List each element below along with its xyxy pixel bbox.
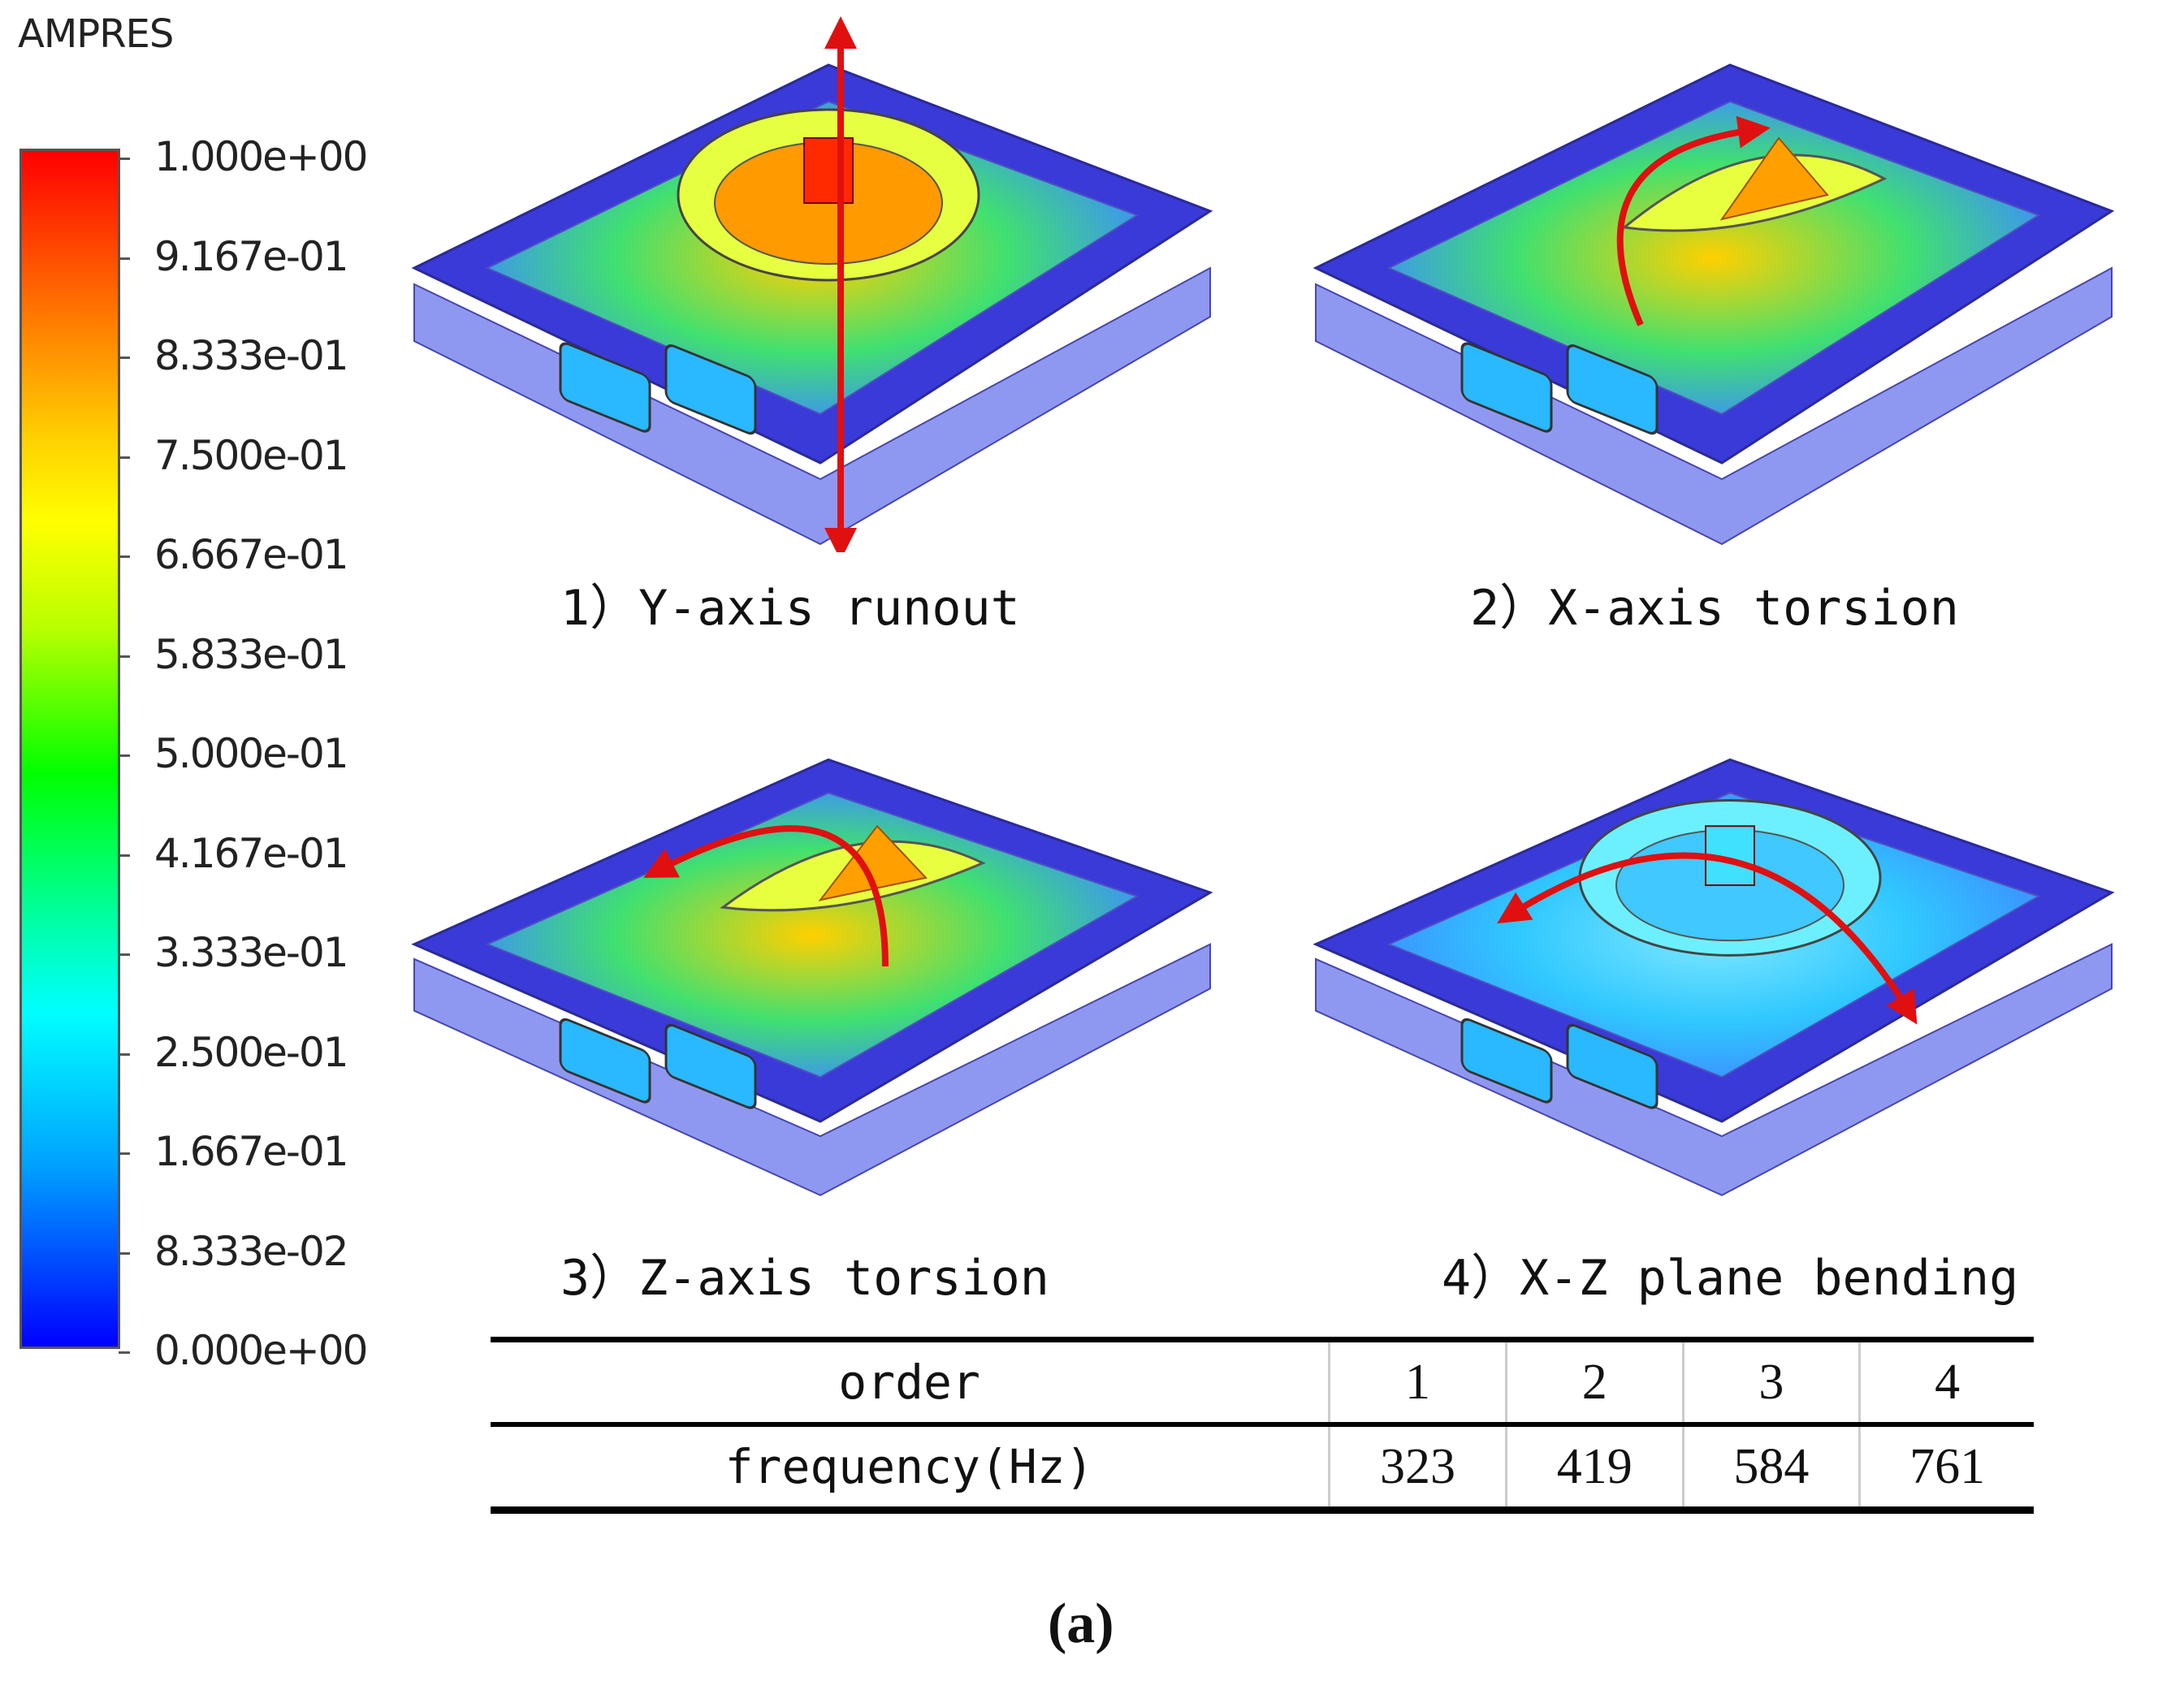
legend-tick-label: 3.333e-01 bbox=[154, 929, 349, 976]
legend-tick-label: 0.000e+00 bbox=[154, 1327, 368, 1374]
table-cell: 584 bbox=[1681, 1424, 1860, 1514]
legend-tick-label: 8.333e-02 bbox=[154, 1227, 349, 1275]
window-opening bbox=[1566, 1023, 1659, 1109]
legend-tick-label: 2.500e-01 bbox=[154, 1028, 349, 1076]
panel-x-axis-torsion bbox=[1291, 16, 2177, 552]
table-cell: order bbox=[491, 1337, 1330, 1427]
table-cell: 2 bbox=[1504, 1337, 1684, 1427]
legend-tick-mark bbox=[119, 953, 130, 956]
window-opening bbox=[1566, 344, 1659, 435]
legend-tick-label: 5.000e-01 bbox=[154, 730, 349, 777]
legend-tick-label: 4.167e-01 bbox=[154, 829, 349, 877]
legend-tick-label: 8.333e-01 bbox=[154, 332, 349, 379]
legend-tick-label: 1.000e+00 bbox=[154, 133, 368, 180]
window-opening bbox=[559, 1018, 651, 1104]
panel-y-axis-runout bbox=[390, 16, 1291, 552]
legend-tick-mark bbox=[119, 555, 130, 558]
legend-tick-mark bbox=[119, 854, 130, 857]
hub-core bbox=[1719, 136, 1829, 221]
table-cell: 1 bbox=[1328, 1337, 1507, 1427]
panel-z-axis-torsion bbox=[390, 715, 1291, 1202]
table-row: frequency(Hz) 323 419 584 761 bbox=[491, 1424, 2034, 1514]
table-cell: 4 bbox=[1858, 1337, 2034, 1427]
legend-tick-mark bbox=[119, 257, 130, 260]
window-opening bbox=[1460, 342, 1553, 433]
frequency-table: order 1 2 3 4 frequency(Hz) 323 419 584 … bbox=[491, 1337, 2034, 1514]
legend-tick-mark bbox=[119, 1351, 130, 1354]
legend-tick-mark bbox=[119, 456, 130, 459]
caption-4: 4）X-Z plane bending bbox=[1442, 1250, 2019, 1307]
legend-tick-label: 9.167e-01 bbox=[154, 232, 349, 280]
motion-arrow bbox=[1497, 852, 1918, 1025]
color-scale-bar bbox=[19, 149, 120, 1349]
table-cell: 419 bbox=[1504, 1424, 1684, 1514]
table-cell: 761 bbox=[1858, 1424, 2034, 1514]
table-cell: 3 bbox=[1681, 1337, 1860, 1427]
motion-arrow bbox=[643, 825, 889, 967]
legend-tick-label: 5.833e-01 bbox=[154, 630, 349, 678]
frame-side bbox=[413, 266, 1211, 546]
frame-side bbox=[1315, 266, 2113, 546]
legend-title: AMPRES bbox=[18, 11, 174, 57]
hub-core bbox=[803, 137, 854, 204]
window-opening bbox=[664, 1023, 757, 1109]
caption-2: 2）X-axis torsion bbox=[1470, 580, 1959, 637]
figure-label: (a) bbox=[1048, 1593, 1114, 1655]
legend-tick-mark bbox=[119, 158, 130, 160]
table-cell: 323 bbox=[1328, 1424, 1507, 1514]
window-opening bbox=[664, 344, 757, 435]
legend-tick-mark bbox=[119, 357, 130, 359]
caption-1: 1）Y-axis runout bbox=[560, 580, 1020, 637]
window-opening bbox=[1460, 1018, 1553, 1104]
window-opening bbox=[559, 342, 651, 433]
table-cell: frequency(Hz) bbox=[491, 1424, 1330, 1514]
caption-3: 3）Z-axis torsion bbox=[560, 1250, 1049, 1307]
legend-tick-mark bbox=[119, 1251, 130, 1255]
legend-tick-label: 6.667e-01 bbox=[154, 531, 349, 578]
model-image-1 bbox=[411, 16, 1213, 552]
table-header-row: order 1 2 3 4 bbox=[491, 1337, 2034, 1427]
legend-tick-mark bbox=[119, 754, 130, 757]
model-image-3 bbox=[411, 758, 1213, 1196]
legend-tick-mark bbox=[119, 655, 130, 658]
panel-xz-plane-bending bbox=[1291, 715, 2177, 1202]
legend-tick-label: 7.500e-01 bbox=[154, 431, 349, 479]
legend-tick-mark bbox=[119, 1052, 130, 1056]
legend-tick-mark bbox=[119, 1152, 130, 1155]
motion-arrow bbox=[1616, 115, 1771, 326]
model-image-4 bbox=[1313, 758, 2115, 1196]
legend-tick-label: 1.667e-01 bbox=[154, 1128, 349, 1175]
model-image-2 bbox=[1313, 63, 2115, 546]
